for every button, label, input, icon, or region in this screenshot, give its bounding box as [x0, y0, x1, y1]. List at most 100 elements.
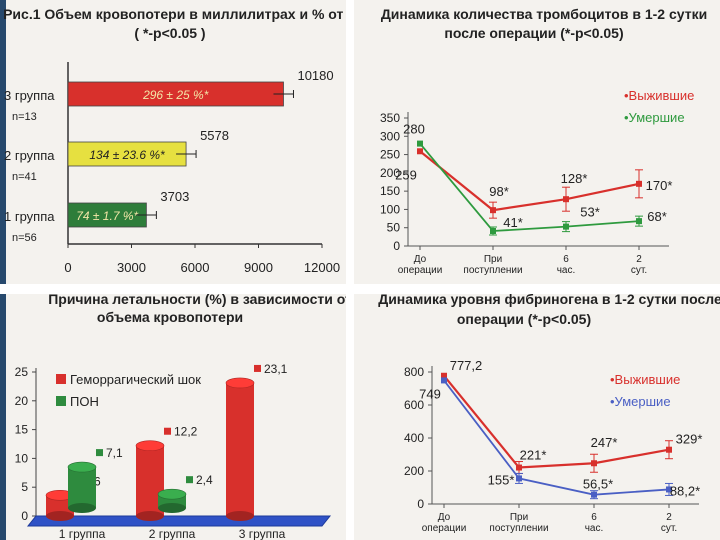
data-point [636, 218, 642, 225]
y-tick-label: 600 [404, 398, 424, 412]
cylinder-top [135, 440, 165, 452]
y-tick-label: 0 [393, 239, 400, 253]
bar-2 [67, 141, 187, 167]
label-marker [164, 427, 171, 435]
data-point [516, 475, 522, 482]
x-tick-label: При [484, 254, 502, 265]
value-label: 10180 [297, 68, 333, 83]
y-tick-label: 50 [387, 221, 401, 235]
category-label: 1 группа [59, 527, 106, 540]
x-tick-label: час. [585, 523, 604, 534]
x-tick-label: До [438, 512, 451, 523]
chart1-title-line2: ( *-p<0.05 ) [134, 25, 205, 41]
data-point [666, 486, 672, 493]
x-tick-label: 6000 [181, 260, 210, 275]
data-label: 53* [580, 205, 600, 220]
data-point [516, 464, 522, 471]
cylinder-top [157, 488, 187, 500]
cylinder-base [46, 511, 74, 521]
value-label: 3703 [160, 189, 189, 204]
data-point [563, 223, 569, 230]
x-tick-label: При [510, 512, 528, 523]
chart3-title-line2: объема кровопотери [97, 309, 243, 325]
x-tick-label: сут. [631, 265, 647, 276]
left-frame-bar [0, 0, 6, 540]
x-tick-label: сут. [661, 523, 677, 534]
series-line-2 [443, 379, 670, 496]
x-tick-label: До [414, 254, 427, 265]
bar-inner-label: 134 ± 23.6 %* [89, 148, 165, 162]
bar-inner-label: 74 ± 1.7 %* [76, 209, 138, 223]
x-tick-label: час. [557, 265, 576, 276]
data-point [563, 196, 569, 203]
y-tick-label: 15 [15, 423, 29, 437]
cylinder-base [136, 511, 164, 521]
data-label: 23,1 [264, 362, 288, 376]
x-tick-label: 6 [591, 512, 597, 523]
data-label: 128* [561, 171, 588, 186]
x-tick-label: поступлении [463, 265, 522, 276]
legend-entry: Геморрагический шок [70, 372, 201, 387]
data-point [490, 207, 496, 214]
data-label: 221* [520, 448, 547, 463]
bar-inner-label: 296 ± 25 %* [142, 88, 209, 102]
data-point [591, 491, 597, 498]
data-label: 7,1 [106, 446, 123, 460]
cylinder-body [46, 495, 74, 516]
n-label: n=13 [12, 111, 37, 123]
x-tick-label: 9000 [244, 260, 273, 275]
legend-swatch [56, 396, 66, 406]
data-point [417, 148, 423, 155]
x-tick-label: 3000 [117, 260, 146, 275]
y-tick-label: 10 [15, 451, 29, 465]
y-tick-label: 800 [404, 365, 424, 379]
legend-entry: •Выжившие [610, 372, 680, 387]
legend-entry: ПОН [70, 394, 99, 409]
cylinder-top [67, 461, 97, 473]
data-point [666, 446, 672, 453]
bar-3 [67, 202, 147, 228]
data-label: 41* [503, 215, 523, 230]
cylinder-base [68, 503, 96, 513]
value-label: 5578 [200, 128, 229, 143]
category-label: 2 группа [4, 148, 55, 163]
y-tick-label: 25 [15, 365, 29, 379]
label-marker [96, 449, 103, 457]
data-label: 68* [647, 209, 667, 224]
series-line-2 [419, 143, 640, 232]
y-tick-label: 5 [21, 480, 28, 494]
x-tick-label: поступлении [489, 523, 548, 534]
y-tick-label: 250 [380, 148, 400, 162]
chart4-title-line1: Динамика уровня фибриногена в 1-2 сутки … [378, 294, 720, 307]
n-label: n=56 [12, 232, 37, 244]
data-label: 2,4 [196, 473, 213, 487]
data-label: 329* [676, 432, 703, 447]
cylinder-body [226, 382, 254, 516]
x-tick-label: 2 [666, 512, 672, 523]
data-point [417, 140, 423, 147]
series-line-1 [443, 375, 670, 469]
chart4-title-line2: операции (*-p<0.05) [457, 311, 591, 327]
data-label: 155* [488, 472, 515, 487]
legend-swatch [56, 374, 66, 384]
data-label: 749 [419, 386, 441, 401]
cylinder-top [225, 377, 255, 389]
y-tick-label: 350 [380, 111, 400, 125]
mortality-cause-chart: Причина летальности (%) в зависимости от… [15, 294, 346, 540]
legend-entry: •Умершие [624, 110, 685, 125]
cylinder-body [68, 467, 96, 508]
category-label: 3 группа [239, 527, 286, 540]
y-tick-label: 300 [380, 129, 400, 143]
data-point [591, 460, 597, 467]
x-tick-label: 6 [563, 254, 569, 265]
y-tick-label: 0 [21, 509, 28, 523]
data-label: 56,5* [583, 477, 613, 492]
x-tick-label: 12000 [304, 260, 340, 275]
data-label: 170* [646, 178, 673, 193]
chart2-title-line2: после операции (*-p<0.05) [444, 25, 623, 41]
x-tick-label: 2 [636, 254, 642, 265]
legend-entry: •Умершие [610, 394, 671, 409]
cylinder-base [226, 511, 254, 521]
y-tick-label: 0 [417, 497, 424, 511]
n-label: n=41 [12, 171, 37, 183]
